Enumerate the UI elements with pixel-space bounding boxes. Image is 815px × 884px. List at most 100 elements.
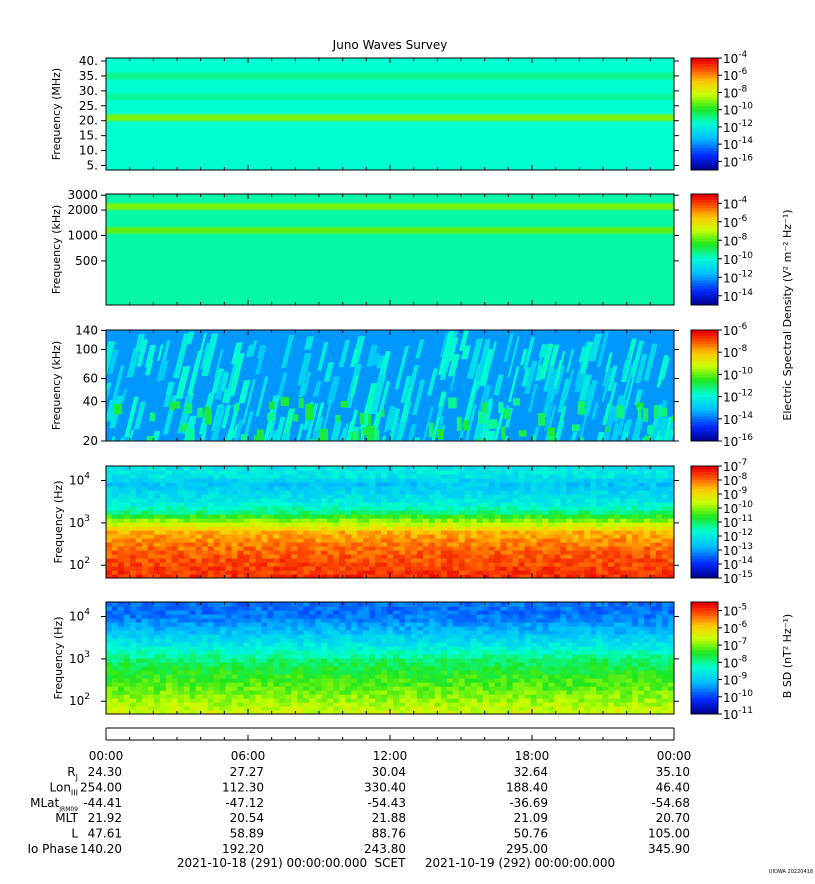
- colorbar-tick-label: 10-8: [723, 84, 748, 100]
- colorbar-tick-label: 10-5: [723, 603, 747, 619]
- y-axis-label: Frequency (Hz): [52, 481, 65, 564]
- ephemeris-value: 105.00: [648, 827, 690, 841]
- spectrogram-panel-4: 102 103 104 Frequency (Hz) 10-710-810-910-10…: [52, 458, 753, 586]
- colorbar-tick-label: 10-10: [723, 689, 753, 705]
- ephemeris-value: 21.88: [372, 811, 406, 825]
- colorbar-tick-label: 10-11: [723, 706, 753, 722]
- colorbar-tick-label: 10-9: [723, 672, 748, 688]
- colorbar-tick-label: 10-4: [723, 195, 748, 211]
- ephemeris-value: -54.68: [651, 796, 690, 810]
- y-tick-label: 20: [83, 434, 98, 448]
- y-tick-label: 104: [69, 472, 90, 488]
- colorbar-tick-label: 10-12: [723, 269, 753, 285]
- y-tick-label: 100: [75, 343, 98, 357]
- colorbar-tick-label: 10-6: [723, 322, 748, 338]
- y-tick-label: 10.: [79, 144, 98, 158]
- colorbar-tick-label: 10-6: [723, 214, 748, 230]
- electric-colorbar-label: Electric Spectral Density (V² m⁻² Hz⁻¹): [781, 209, 794, 420]
- ephemeris-value: 295.00: [506, 842, 548, 856]
- ephemeris-value: 345.90: [648, 842, 690, 856]
- spectrogram-image: [106, 194, 674, 305]
- colorbar-tick-label: 10-8: [723, 654, 748, 670]
- y-tick-label: 103: [69, 514, 90, 530]
- footer-tag: UIOWA 20220418: [769, 869, 813, 875]
- y-tick-label: 2000: [67, 203, 98, 217]
- time-tick-label: 18:00: [515, 749, 550, 763]
- colorbar-tick-label: 10-8: [723, 232, 748, 248]
- ephemeris-value: 243.80: [364, 842, 406, 856]
- colorbar: 10-710-810-910-1010-1110-1210-1310-1410-…: [691, 458, 753, 586]
- y-tick-label: 140: [75, 323, 98, 337]
- y-tick-label: 20.: [79, 114, 98, 128]
- colorbar-tick-label: 10-14: [723, 136, 753, 152]
- ephemeris-label: L: [71, 827, 78, 841]
- time-tick-label: 00:00: [657, 749, 692, 763]
- spectrogram-image: [106, 602, 675, 715]
- ephemeris-value: 188.40: [506, 780, 548, 794]
- ephemeris-value: -44.41: [83, 796, 122, 810]
- y-axis-label: Frequency (MHz): [50, 68, 63, 160]
- y-tick-label: 15.: [79, 129, 98, 143]
- y-tick-label: 102: [69, 692, 90, 708]
- colorbar-tick-label: 10-14: [723, 411, 753, 427]
- scet-end-date: 2021-10-19 (292) 00:00:00.000: [425, 856, 615, 870]
- y-axis-label: Frequency (kHz): [50, 205, 63, 294]
- y-tick-label: 40.: [79, 54, 98, 68]
- ephemeris-value: 140.20: [80, 842, 122, 856]
- time-tick-label: 00:00: [89, 749, 124, 763]
- colorbar-tick-label: 10-4: [723, 50, 748, 66]
- spectrogram-image: [98, 330, 678, 481]
- colorbar-tick-label: 10-7: [723, 637, 747, 653]
- ephemeris-value: 27.27: [230, 765, 264, 779]
- colorbar-tick-label: 10-16: [723, 433, 753, 449]
- magnetic-colorbar-label: B SD (nT² Hz⁻¹): [781, 614, 794, 698]
- y-tick-label: 1000: [67, 228, 98, 242]
- y-tick-label: 104: [69, 608, 90, 624]
- y-tick-label: 103: [69, 650, 90, 666]
- y-tick-label: 35.: [79, 69, 98, 83]
- scet-start-date: 2021-10-18 (291) 00:00:00.000: [177, 856, 367, 870]
- colorbar-tick-label: 10-6: [723, 67, 748, 83]
- ephemeris-value: 32.64: [514, 765, 548, 779]
- ephemeris-value: 21.92: [88, 811, 122, 825]
- colorbar-tick-label: 10-6: [723, 620, 748, 636]
- ephemeris-value: 47.61: [88, 827, 122, 841]
- colorbar-tick-label: 10-12: [723, 119, 753, 135]
- y-tick-label: 102: [69, 556, 90, 572]
- ephemeris-value: 88.76: [372, 827, 406, 841]
- colorbar-tick-label: 10-16: [723, 153, 753, 169]
- ephemeris-value: 50.76: [514, 827, 548, 841]
- ephemeris-value: 330.40: [364, 780, 406, 794]
- ephemeris-label: Io Phase: [27, 842, 78, 856]
- ephemeris-value: 46.40: [656, 780, 690, 794]
- ephemeris-row: MLatJRM09-44.41-47.12-54.43-36.69-54.68: [30, 796, 690, 813]
- y-tick-label: 60: [83, 372, 98, 386]
- ephemeris-value: -47.12: [225, 796, 264, 810]
- colorbar-tick-label: 10-8: [723, 344, 748, 360]
- ephemeris-value: 35.10: [656, 765, 690, 779]
- y-tick-label: 500: [75, 254, 98, 268]
- colorbar-tick-label: 10-10: [723, 102, 753, 118]
- ephemeris-value: 254.00: [80, 780, 122, 794]
- y-tick-label: 3000: [67, 188, 98, 202]
- spectrogram-image: [106, 466, 675, 579]
- ephemeris-value: -36.69: [509, 796, 548, 810]
- ephemeris-value: 20.54: [230, 811, 264, 825]
- chart-title: Juno Waves Survey: [332, 38, 448, 52]
- ephemeris-value: 24.30: [88, 765, 122, 779]
- y-axis-label: Frequency (Hz): [52, 617, 65, 700]
- colorbar-tick-label: 10-14: [723, 288, 753, 304]
- time-tick-label: 06:00: [231, 749, 266, 763]
- ephemeris-value: 30.04: [372, 765, 406, 779]
- ephemeris-value: 21.09: [514, 811, 548, 825]
